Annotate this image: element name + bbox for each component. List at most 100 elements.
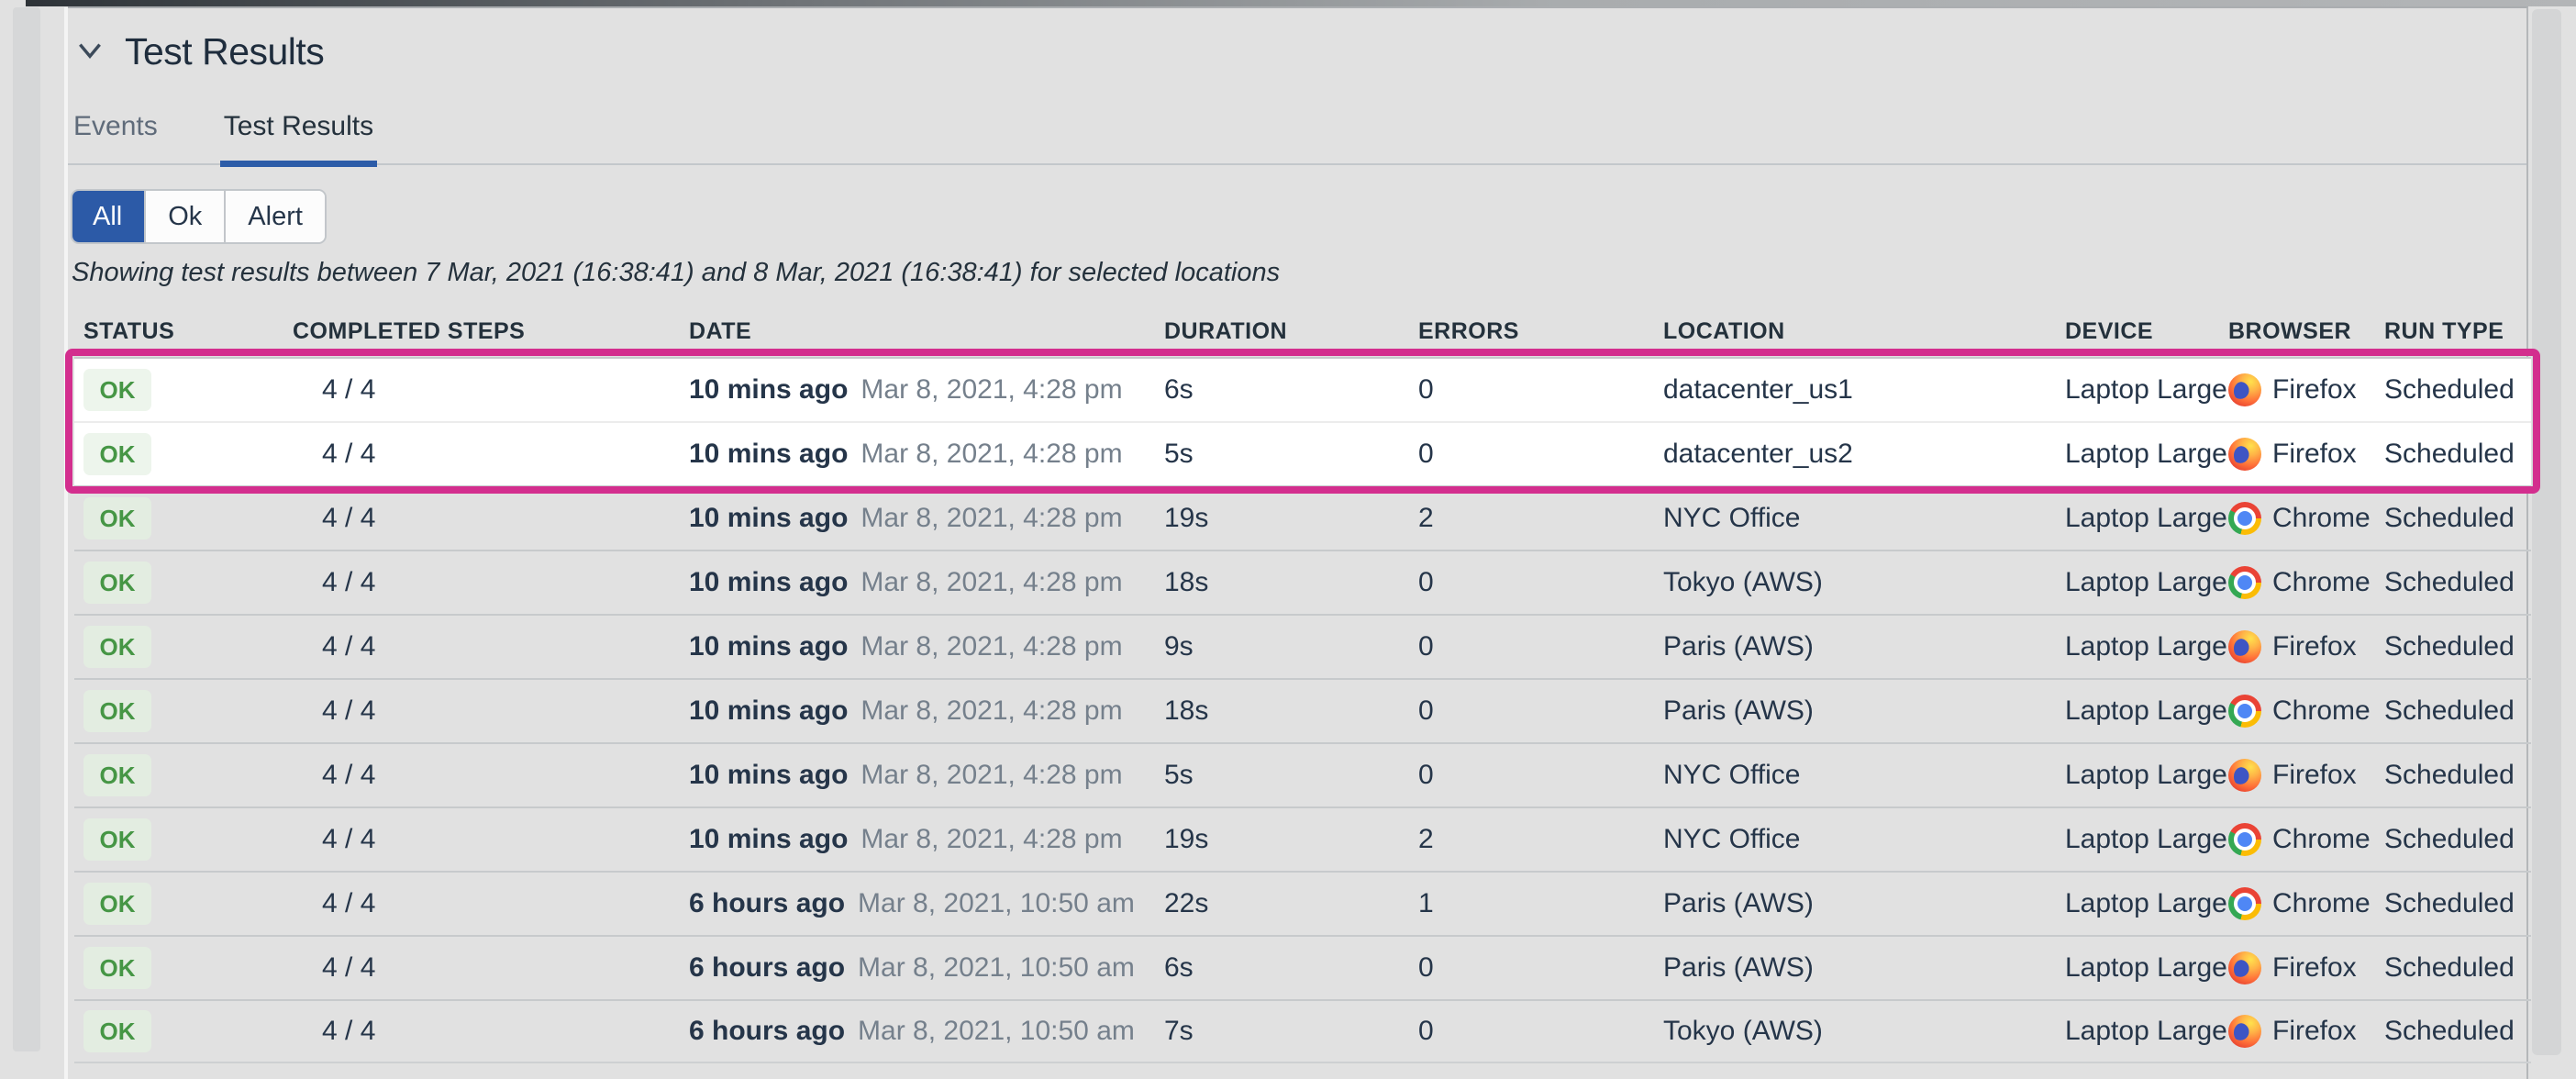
- run-type-cell: Scheduled: [2384, 567, 2515, 597]
- device-cell: Laptop Large: [2065, 760, 2227, 790]
- filter-alert-button[interactable]: Alert: [224, 191, 325, 242]
- device-cell: Laptop Large: [2065, 439, 2227, 469]
- completed-steps-cell: 4 / 4: [322, 374, 376, 405]
- device-cell: Laptop Large: [2065, 1016, 2227, 1046]
- absolute-date: Mar 8, 2021, 10:50 am: [858, 952, 1135, 983]
- status-badge: OK: [83, 433, 151, 475]
- errors-cell: 0: [1418, 1016, 1434, 1046]
- browser-cell: Chrome: [2219, 695, 2375, 728]
- errors-cell: 0: [1418, 439, 1434, 469]
- location-cell: Paris (AWS): [1663, 695, 1814, 726]
- errors-cell: 0: [1418, 695, 1434, 726]
- date-cell: 10 mins ago Mar 8, 2021, 4:28 pm: [680, 695, 1155, 727]
- completed-steps-cell: 4 / 4: [322, 439, 376, 469]
- run-type-cell: Scheduled: [2384, 888, 2515, 918]
- absolute-date: Mar 8, 2021, 4:28 pm: [861, 439, 1123, 469]
- column-header-runtype: RUN TYPE: [2384, 317, 2504, 344]
- date-cell: 6 hours ago Mar 8, 2021, 10:50 am: [680, 952, 1155, 984]
- tab-events[interactable]: Events: [73, 111, 158, 141]
- duration-cell: 18s: [1164, 567, 1209, 597]
- run-type-cell: Scheduled: [2384, 760, 2515, 790]
- completed-steps-cell: 4 / 4: [322, 695, 376, 726]
- relative-date: 10 mins ago: [689, 695, 849, 726]
- table-row[interactable]: OK 4 / 4 10 mins ago Mar 8, 2021, 4:28 p…: [74, 614, 2531, 678]
- tab-test-results[interactable]: Test Results: [219, 111, 378, 167]
- chrome-icon: [2228, 566, 2261, 599]
- run-type-cell: Scheduled: [2384, 374, 2515, 405]
- table-row[interactable]: OK 4 / 4 10 mins ago Mar 8, 2021, 4:28 p…: [74, 357, 2531, 421]
- left-scrollbar[interactable]: [13, 7, 40, 1051]
- table-row[interactable]: OK 4 / 4 10 mins ago Mar 8, 2021, 4:28 p…: [74, 678, 2531, 742]
- duration-cell: 18s: [1164, 695, 1209, 726]
- column-header-date: DATE: [689, 317, 752, 344]
- run-type-cell: Scheduled: [2384, 824, 2515, 854]
- relative-date: 10 mins ago: [689, 567, 849, 597]
- table-row[interactable]: OK 4 / 4 10 mins ago Mar 8, 2021, 4:28 p…: [74, 485, 2531, 550]
- table-row[interactable]: OK 4 / 4 6 hours ago Mar 8, 2021, 10:50 …: [74, 935, 2531, 999]
- location-cell: Tokyo (AWS): [1663, 567, 1823, 597]
- location-cell: NYC Office: [1663, 760, 1801, 790]
- column-header-location: LOCATION: [1663, 317, 1785, 344]
- filter-ok-button[interactable]: Ok: [144, 191, 225, 242]
- chrome-icon: [2228, 823, 2261, 856]
- relative-date: 10 mins ago: [689, 760, 849, 790]
- location-cell: datacenter_us2: [1663, 439, 1853, 469]
- completed-steps-cell: 4 / 4: [322, 1016, 376, 1046]
- run-type-cell: Scheduled: [2384, 695, 2515, 726]
- date-range-summary: Showing test results between 7 Mar, 2021…: [72, 258, 1281, 287]
- date-cell: 10 mins ago Mar 8, 2021, 4:28 pm: [680, 760, 1155, 791]
- browser-cell: Firefox: [2219, 630, 2375, 663]
- relative-date: 6 hours ago: [689, 1016, 846, 1046]
- completed-steps-cell: 4 / 4: [322, 567, 376, 597]
- browser-label: Chrome: [2272, 888, 2371, 918]
- device-cell: Laptop Large: [2065, 888, 2227, 918]
- test-results-table: STATUS COMPLETED STEPS DATE DURATION ERR…: [65, 306, 2540, 1063]
- device-cell: Laptop Large: [2065, 631, 2227, 662]
- table-body: OK 4 / 4 10 mins ago Mar 8, 2021, 4:28 p…: [65, 349, 2540, 1063]
- duration-cell: 19s: [1164, 824, 1209, 854]
- status-badge: OK: [83, 1010, 151, 1052]
- errors-cell: 0: [1418, 952, 1434, 983]
- absolute-date: Mar 8, 2021, 10:50 am: [858, 888, 1135, 918]
- duration-cell: 6s: [1164, 374, 1194, 405]
- table-header-row: STATUS COMPLETED STEPS DATE DURATION ERR…: [74, 306, 2531, 357]
- errors-cell: 0: [1418, 760, 1434, 790]
- device-cell: Laptop Large: [2065, 952, 2227, 983]
- browser-cell: Chrome: [2219, 887, 2375, 920]
- absolute-date: Mar 8, 2021, 4:28 pm: [861, 824, 1123, 854]
- column-header-steps: COMPLETED STEPS: [293, 317, 526, 344]
- browser-cell: Firefox: [2219, 951, 2375, 984]
- status-badge: OK: [83, 369, 151, 411]
- table-row[interactable]: OK 4 / 4 10 mins ago Mar 8, 2021, 4:28 p…: [74, 806, 2531, 871]
- completed-steps-cell: 4 / 4: [322, 824, 376, 854]
- location-cell: Paris (AWS): [1663, 631, 1814, 662]
- table-row[interactable]: OK 4 / 4 6 hours ago Mar 8, 2021, 10:50 …: [74, 999, 2531, 1063]
- relative-date: 10 mins ago: [689, 374, 849, 405]
- absolute-date: Mar 8, 2021, 4:28 pm: [861, 760, 1123, 790]
- table-row[interactable]: OK 4 / 4 10 mins ago Mar 8, 2021, 4:28 p…: [74, 550, 2531, 614]
- table-row[interactable]: OK 4 / 4 10 mins ago Mar 8, 2021, 4:28 p…: [74, 742, 2531, 806]
- table-row[interactable]: OK 4 / 4 6 hours ago Mar 8, 2021, 10:50 …: [74, 871, 2531, 935]
- browser-label: Firefox: [2272, 760, 2357, 790]
- browser-label: Firefox: [2272, 952, 2357, 983]
- errors-cell: 2: [1418, 824, 1434, 854]
- browser-label: Firefox: [2272, 1016, 2357, 1046]
- date-cell: 10 mins ago Mar 8, 2021, 4:28 pm: [680, 824, 1155, 855]
- filter-all-button[interactable]: All: [72, 191, 145, 242]
- completed-steps-cell: 4 / 4: [322, 631, 376, 662]
- firefox-icon: [2228, 630, 2261, 663]
- location-cell: Tokyo (AWS): [1663, 1016, 1823, 1046]
- right-scrollbar[interactable]: [2532, 9, 2561, 1055]
- duration-cell: 7s: [1164, 1016, 1194, 1046]
- table-row[interactable]: OK 4 / 4 10 mins ago Mar 8, 2021, 4:28 p…: [74, 421, 2531, 485]
- run-type-cell: Scheduled: [2384, 952, 2515, 983]
- absolute-date: Mar 8, 2021, 4:28 pm: [861, 503, 1123, 533]
- firefox-icon: [2228, 438, 2261, 471]
- column-header-device: DEVICE: [2065, 317, 2154, 344]
- date-cell: 10 mins ago Mar 8, 2021, 4:28 pm: [680, 374, 1155, 406]
- device-cell: Laptop Large: [2065, 695, 2227, 726]
- status-badge: OK: [83, 754, 151, 796]
- firefox-icon: [2228, 373, 2261, 406]
- collapse-toggle-button[interactable]: [70, 32, 110, 72]
- run-type-cell: Scheduled: [2384, 439, 2515, 469]
